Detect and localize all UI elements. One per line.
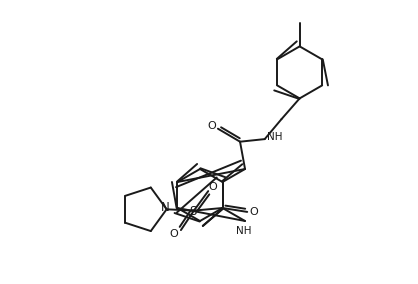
Text: O: O — [170, 229, 178, 239]
Text: N: N — [161, 201, 170, 214]
Text: S: S — [189, 205, 196, 218]
Text: O: O — [250, 207, 259, 217]
Text: O: O — [209, 182, 218, 192]
Text: O: O — [208, 121, 216, 131]
Text: NH: NH — [267, 132, 283, 142]
Text: NH: NH — [236, 226, 252, 236]
